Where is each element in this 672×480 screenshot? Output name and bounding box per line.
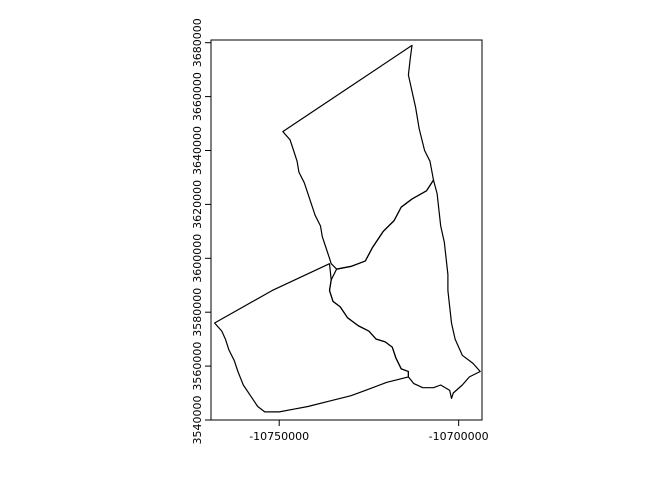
- y-tick-label: 3580000: [191, 288, 204, 337]
- y-tick-label: 3640000: [191, 126, 204, 175]
- y-axis: 3540000 3560000 3580000 3600000 3620000 36400…: [191, 18, 211, 445]
- map-regions: [214, 44, 481, 413]
- x-axis: -10750000 -10700000: [249, 420, 489, 443]
- y-tick-label: 3680000: [191, 18, 204, 67]
- y-tick-label: 3620000: [191, 180, 204, 229]
- northern-county-boundary: [282, 44, 435, 270]
- y-tick-label: 3660000: [191, 72, 204, 121]
- x-tick-label: -10700000: [429, 430, 489, 443]
- eastern-county-boundary: [328, 179, 481, 399]
- y-tick-label: 3600000: [191, 234, 204, 283]
- plot-frame: [210, 39, 483, 421]
- y-tick-label: 3560000: [191, 342, 204, 391]
- y-tick-label: 3540000: [191, 396, 204, 445]
- southern-county-boundary: [214, 263, 409, 413]
- x-tick-label: -10750000: [249, 430, 309, 443]
